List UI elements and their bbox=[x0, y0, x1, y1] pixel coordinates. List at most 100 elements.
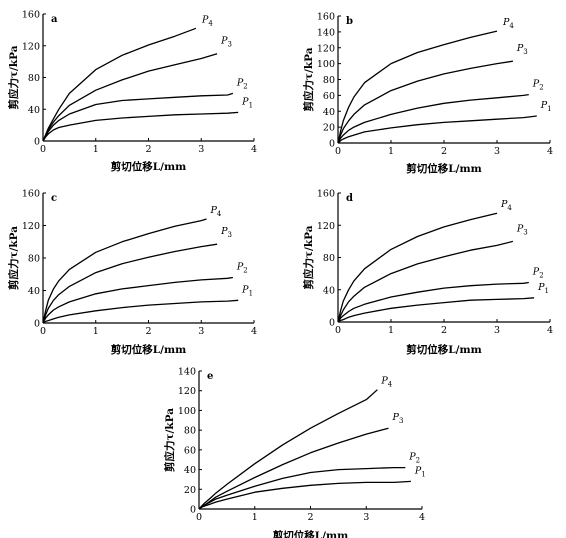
series-label-P3: P3 bbox=[516, 43, 528, 56]
series-label-P2: P2 bbox=[532, 79, 544, 92]
x-tick-label: 0 bbox=[335, 325, 341, 336]
y-tick-label: 120 bbox=[178, 386, 196, 397]
y-tick-label: 40 bbox=[28, 286, 40, 297]
y-axis-label: 剪应力τ/kPa bbox=[302, 47, 315, 111]
x-tick-label: 0 bbox=[40, 144, 46, 155]
y-tick-label: 160 bbox=[22, 10, 40, 21]
y-tick-label: 140 bbox=[317, 27, 335, 38]
panel-letter: e bbox=[207, 371, 213, 382]
x-tick-label: 2 bbox=[441, 146, 447, 157]
x-tick-label: 3 bbox=[198, 144, 204, 155]
x-tick-label: 3 bbox=[198, 326, 204, 337]
y-axis-label: 剪应力τ/kPa bbox=[163, 408, 176, 472]
x-tick-label: 2 bbox=[441, 325, 447, 336]
x-tick-label: 2 bbox=[145, 144, 151, 155]
y-tick-label: 60 bbox=[323, 91, 335, 102]
x-tick-label: 4 bbox=[547, 146, 553, 157]
x-tick-label: 1 bbox=[93, 144, 99, 155]
y-tick-label: 80 bbox=[323, 75, 335, 86]
series-line-P4 bbox=[42, 218, 207, 324]
y-tick-label: 80 bbox=[184, 426, 196, 437]
series-label-P4: P4 bbox=[210, 205, 222, 218]
panel-letter: c bbox=[51, 193, 57, 204]
panel-letter: a bbox=[51, 14, 58, 25]
x-axis-label: 剪切位移L/mm bbox=[111, 160, 186, 173]
series-line-P4 bbox=[198, 389, 378, 510]
series-line-P2 bbox=[337, 281, 529, 323]
series-label-P4: P4 bbox=[500, 199, 512, 212]
y-tick-label: 20 bbox=[184, 485, 196, 496]
x-tick-label: 0 bbox=[40, 326, 46, 337]
x-tick-label: 3 bbox=[494, 325, 500, 336]
series-line-P3 bbox=[337, 240, 514, 323]
y-tick-label: 40 bbox=[323, 285, 335, 296]
y-tick-label: 160 bbox=[317, 189, 335, 200]
series-label-P2: P2 bbox=[408, 452, 420, 465]
y-tick-label: 0 bbox=[190, 505, 196, 516]
series-label-P2: P2 bbox=[236, 77, 248, 90]
x-tick-label: 0 bbox=[196, 512, 202, 523]
y-tick-label: 40 bbox=[184, 465, 196, 476]
y-axis-label: 剪应力τ/kPa bbox=[7, 226, 20, 290]
x-tick-label: 4 bbox=[419, 512, 425, 523]
series-label-P4: P4 bbox=[502, 17, 514, 30]
y-axis-label: 剪应力τ/kPa bbox=[7, 45, 20, 109]
y-tick-label: 100 bbox=[317, 59, 335, 70]
series-label-P2: P2 bbox=[532, 266, 544, 279]
series-line-P4 bbox=[337, 30, 498, 144]
x-tick-label: 3 bbox=[494, 146, 500, 157]
y-tick-label: 80 bbox=[28, 254, 40, 265]
y-tick-label: 160 bbox=[22, 189, 40, 200]
series-line-P3 bbox=[42, 243, 218, 324]
series-line-P1 bbox=[337, 115, 537, 144]
y-tick-label: 80 bbox=[28, 73, 40, 84]
series-label-P3: P3 bbox=[220, 36, 232, 49]
y-tick-label: 100 bbox=[178, 406, 196, 417]
series-line-P1 bbox=[42, 111, 239, 142]
y-axis-label: 剪应力τ/kPa bbox=[302, 225, 315, 289]
series-line-P1 bbox=[337, 297, 535, 323]
y-tick-label: 120 bbox=[317, 43, 335, 54]
series-line-P3 bbox=[337, 60, 513, 144]
x-tick-label: 2 bbox=[307, 512, 313, 523]
x-tick-label: 1 bbox=[252, 512, 258, 523]
panel-letter: b bbox=[346, 16, 353, 27]
y-tick-label: 140 bbox=[178, 367, 196, 378]
series-label-P3: P3 bbox=[220, 226, 232, 239]
x-axis-label: 剪切位移L/mm bbox=[406, 162, 481, 175]
panel-letter: d bbox=[346, 193, 353, 204]
y-tick-label: 0 bbox=[34, 137, 40, 148]
x-tick-label: 4 bbox=[251, 144, 257, 155]
series-label-P1: P1 bbox=[241, 96, 253, 109]
x-tick-label: 3 bbox=[363, 512, 369, 523]
series-line-P2 bbox=[337, 93, 529, 144]
series-label-P3: P3 bbox=[392, 412, 404, 425]
series-label-P4: P4 bbox=[380, 376, 392, 389]
y-tick-label: 0 bbox=[329, 139, 335, 150]
x-tick-label: 1 bbox=[93, 326, 99, 337]
series-line-P2 bbox=[42, 276, 233, 324]
series-line-P2 bbox=[42, 92, 234, 142]
x-tick-label: 0 bbox=[335, 146, 341, 157]
series-line-P3 bbox=[42, 53, 218, 142]
y-tick-label: 120 bbox=[22, 41, 40, 52]
series-line-P4 bbox=[337, 212, 498, 323]
series-label-P1: P1 bbox=[537, 282, 549, 295]
series-label-P1: P1 bbox=[241, 284, 253, 297]
y-tick-label: 40 bbox=[28, 105, 40, 116]
series-label-P2: P2 bbox=[236, 262, 248, 275]
x-axis-label: 剪切位移L/mm bbox=[273, 529, 348, 538]
series-line-P3 bbox=[198, 427, 389, 510]
series-line-P1 bbox=[42, 299, 239, 324]
y-tick-label: 20 bbox=[323, 123, 335, 134]
y-tick-label: 160 bbox=[317, 12, 335, 23]
y-tick-label: 0 bbox=[34, 319, 40, 330]
x-tick-label: 4 bbox=[251, 326, 257, 337]
series-label-P1: P1 bbox=[414, 465, 426, 478]
y-tick-label: 120 bbox=[22, 221, 40, 232]
